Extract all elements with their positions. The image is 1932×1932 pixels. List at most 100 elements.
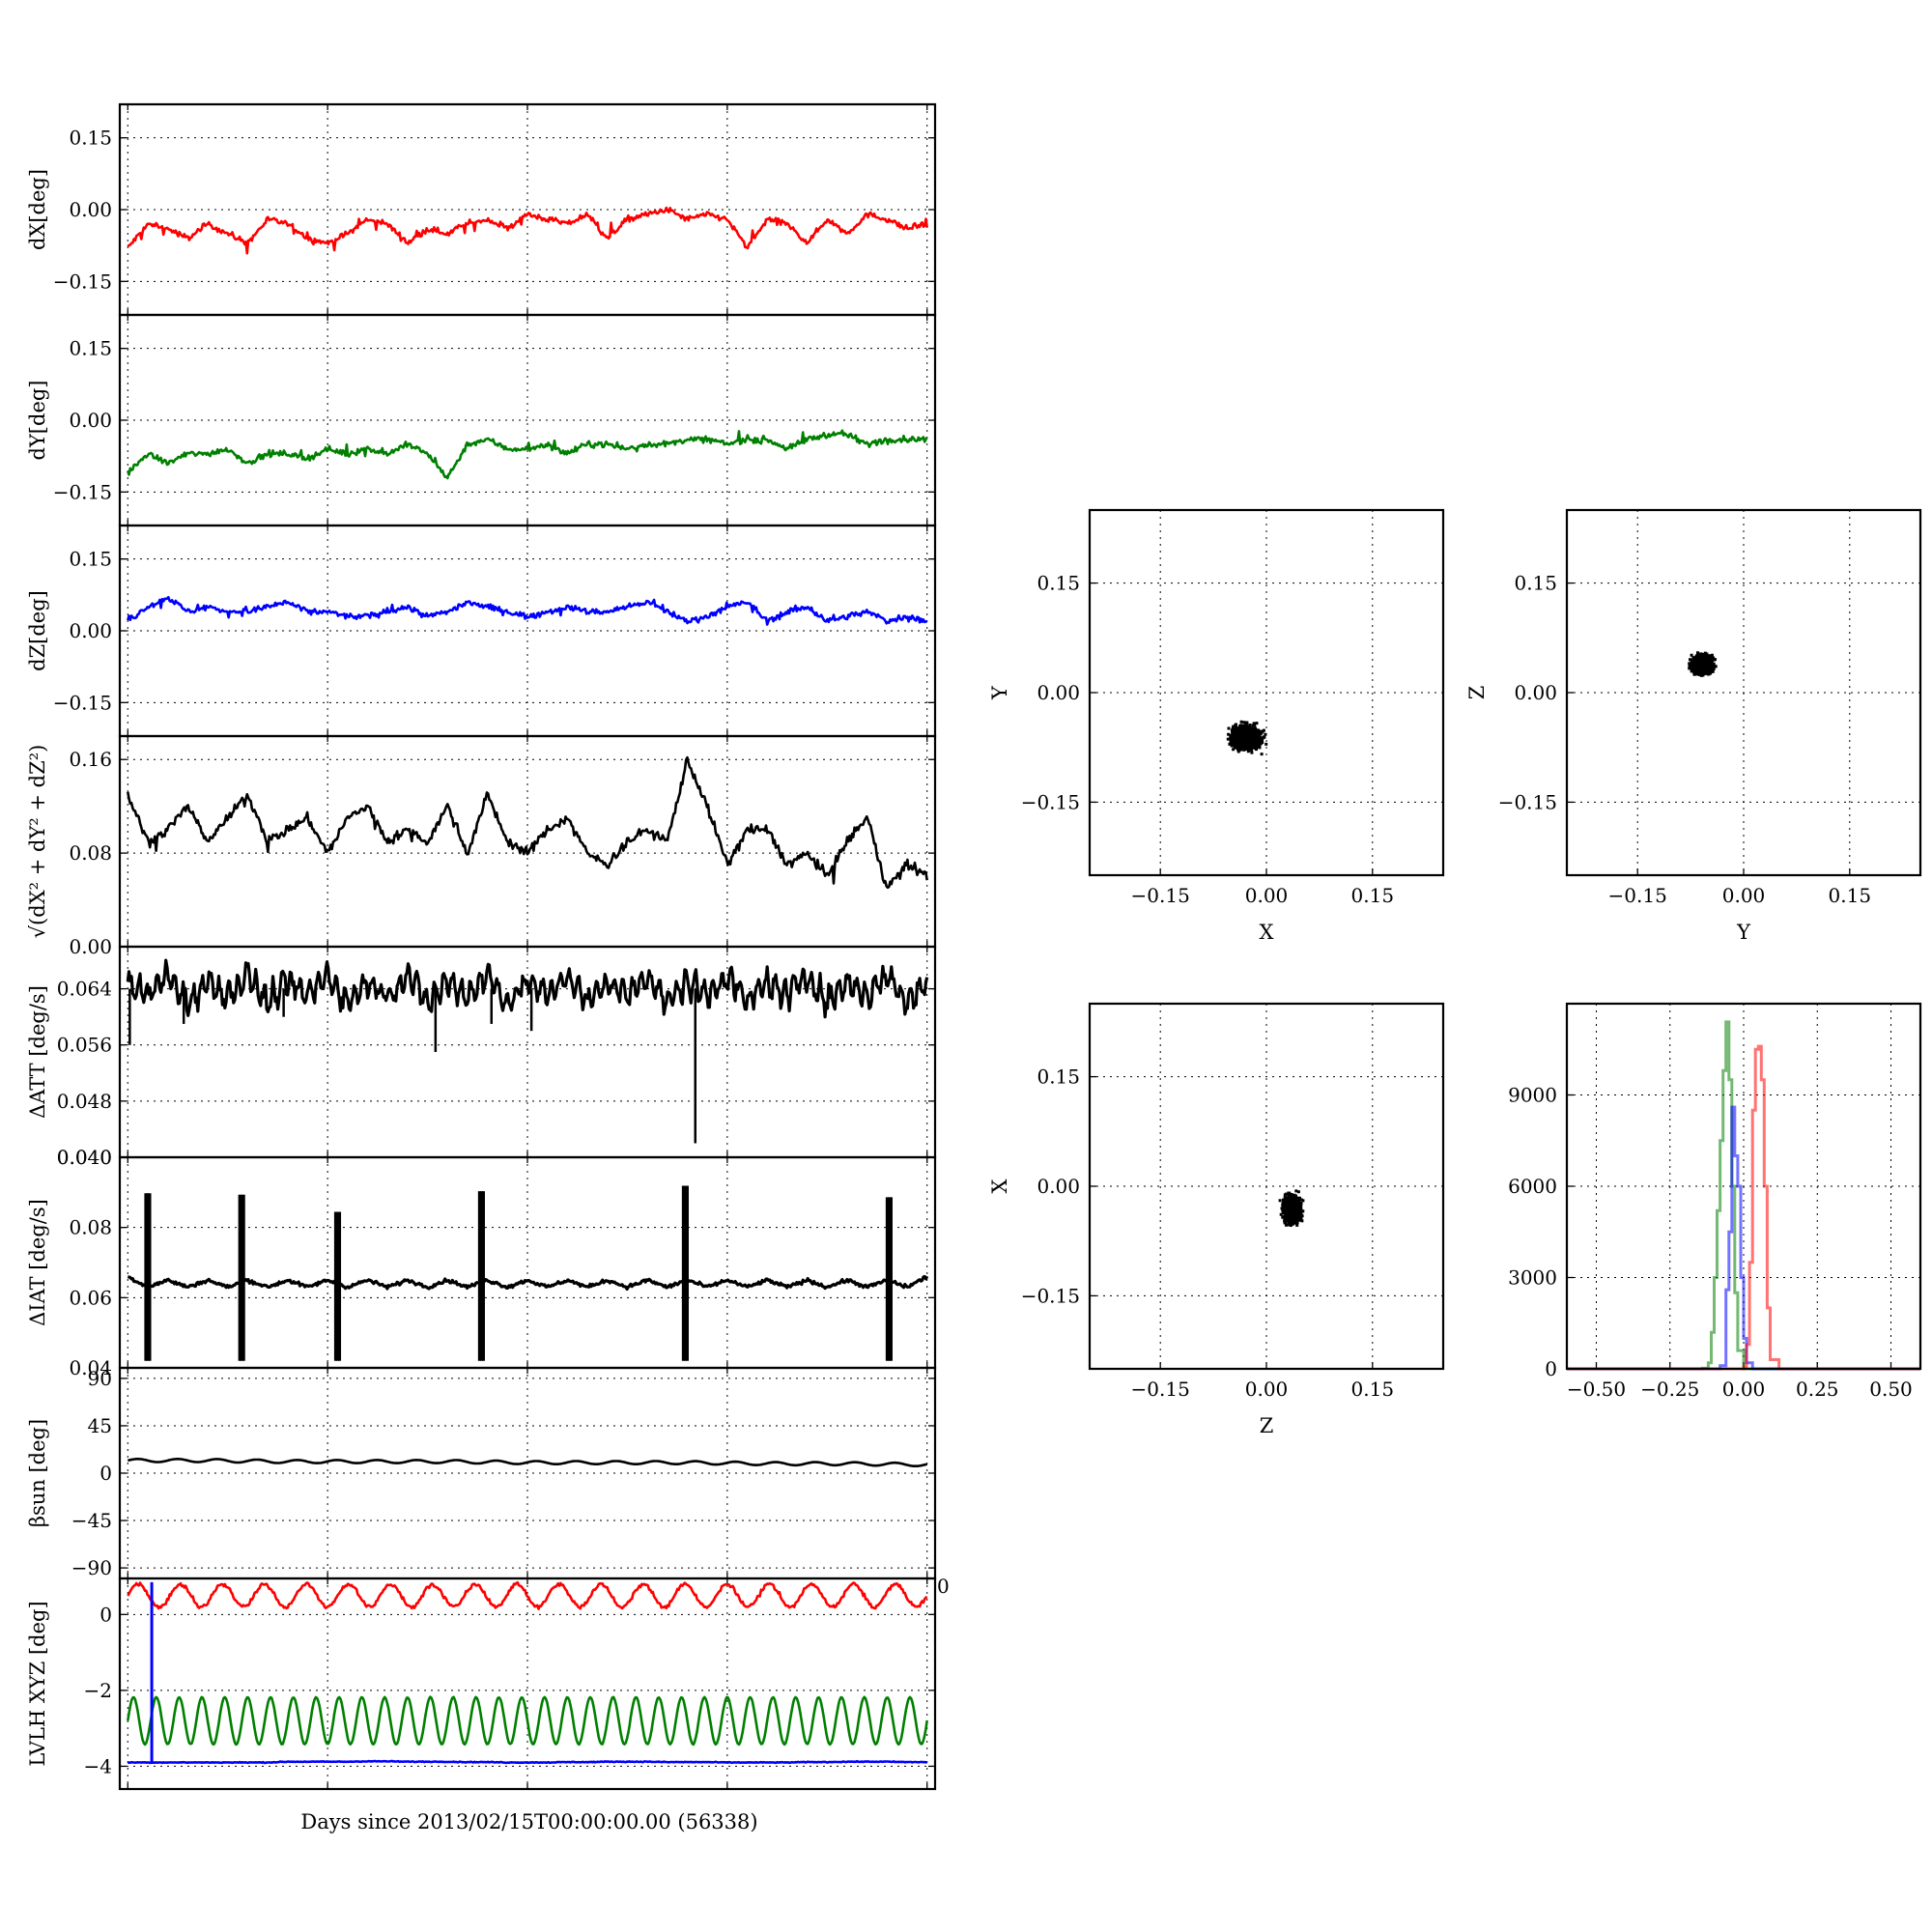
y-axis-label-datt: ΔATT [deg/s] [26,985,49,1119]
y-tick-label-yz: −0.15 [1498,790,1557,813]
y-axis-label-lvlh: LVLH XYZ [deg] [26,1601,49,1766]
y-tick-label-beta: −45 [71,1509,112,1532]
x-tick-label-zx: 0.15 [1351,1378,1395,1401]
y-tick-label-xy: −0.15 [1021,790,1080,813]
series-line-lvlh [127,1695,928,1747]
panel-zx: −0.15 −0.15 0.00 0.00 0.15 0.15 Z X [988,1002,1445,1437]
x-tick-label-hist: 0.00 [1722,1378,1766,1401]
y-tick-label-dy: 0.15 [69,337,112,360]
y-tick-label-zx: −0.15 [1021,1284,1080,1307]
x-tick-label-zx: 0.00 [1245,1378,1289,1401]
x-axis-label-zx: Z [1260,1414,1274,1437]
scatter-points-yz [1688,651,1718,677]
y-tick-label-beta: 0 [99,1462,112,1485]
panel-xy: −0.15 −0.15 0.00 0.00 0.15 0.15 X Y [988,508,1445,944]
y-tick-label-diat: 0.04 [69,1356,112,1379]
series-line-diat [127,1274,929,1292]
panel-frame-lvlh [118,1577,937,1791]
scatter-points-zx [1278,1189,1305,1227]
y-tick-label-datt: 0.056 [57,1034,112,1057]
y-axis-label-diat: ΔIAT [deg/s] [26,1199,49,1326]
y-tick-label-dy: −0.15 [53,480,112,503]
y-tick-label-dz: −0.15 [53,691,112,714]
x-tick-label-xy: 0.00 [1245,884,1289,907]
x-tick-label-yz: 0.15 [1829,884,1872,907]
y-tick-label-xy: 0.15 [1037,572,1080,595]
y-tick-label-lvlh: −2 [84,1679,112,1702]
x-tick-label-hist: −0.25 [1640,1378,1699,1401]
x-tick-label-yz: −0.15 [1608,884,1667,907]
chart-layer: −0.150.000.15dX[deg]−0.150.000.15dY[deg]… [26,102,1922,1791]
panel-frame-yz [1565,508,1922,877]
y-axis-label-beta: βsun [deg] [26,1419,49,1527]
panel-yz: −0.15 −0.15 0.00 0.00 0.15 0.15 Y Z [1465,508,1922,944]
y-tick-label-norm: 0.16 [69,748,112,771]
y-tick-label-zx: 0.00 [1037,1175,1080,1198]
y-tick-label-dz: 0.15 [69,548,112,571]
panel-frame-hist [1565,1002,1922,1371]
x-axis-label: Days since 2013/02/15T00:00:00.00 (56338… [300,1810,757,1833]
series-line-datt [126,958,929,1019]
series-line-beta [127,1458,928,1467]
lvlh-right-tick-label: 0 [937,1575,950,1598]
series-line-dz [127,595,928,626]
y-tick-label-dy: 0.00 [69,409,112,432]
y-tick-label-lvlh: −4 [84,1754,112,1777]
y-tick-label-dz: 0.00 [69,619,112,642]
x-tick-label-xy: −0.15 [1131,884,1190,907]
y-tick-label-zx: 0.15 [1037,1065,1080,1089]
y-tick-label-hist: 9000 [1508,1084,1557,1107]
y-tick-label-beta: 90 [88,1367,112,1390]
y-tick-label-hist: 0 [1545,1357,1557,1380]
y-tick-label-norm: 0.00 [69,935,112,958]
y-tick-label-beta: 45 [88,1414,112,1437]
y-axis-label-norm: √(dX² + dY² + dZ²) [26,745,49,939]
y-axis-label-xy: Y [988,685,1011,700]
y-tick-label-datt: 0.048 [57,1090,112,1113]
y-tick-label-hist: 3000 [1508,1266,1557,1290]
panel-frame-zx [1088,1002,1445,1371]
y-tick-label-diat: 0.08 [69,1216,112,1239]
hist-series-line [1567,1020,1920,1371]
y-tick-label-yz: 0.15 [1514,572,1557,595]
hist-series-line [1567,1044,1920,1371]
series-line-dy [127,429,928,480]
y-tick-label-datt: 0.040 [57,1146,112,1169]
y-tick-label-dx: 0.15 [69,127,112,150]
y-tick-label-hist: 6000 [1508,1175,1557,1198]
y-tick-label-norm: 0.08 [69,841,112,865]
series-line-lvlh [128,1759,928,1765]
x-tick-label-zx: −0.15 [1131,1378,1190,1401]
panel-frame-xy [1088,508,1445,877]
panel-beta: −90 −45 0 45 90 βsun [deg] [26,1366,937,1580]
panel-dz: −0.15 0.00 0.15 dZ[deg] [26,524,937,738]
series-line-norm [127,755,928,890]
x-tick-label-hist: 0.25 [1796,1378,1839,1401]
x-axis-label-xy: X [1260,921,1274,944]
y-axis-label-dz: dZ[deg] [26,590,49,671]
series-line-lvlh [127,1580,928,1610]
x-tick-label-hist: 0.50 [1869,1378,1913,1401]
panel-hist: −0.50 −0.25 0.00 0.25 0.50 0 3000 6000 9000 [1508,1002,1922,1401]
series-line-dx [127,206,928,255]
y-axis-label-dx: dX[deg] [26,169,49,250]
x-axis-label-yz: Y [1736,921,1751,944]
x-tick-label-hist: −0.50 [1567,1378,1626,1401]
y-axis-label-yz: Z [1465,686,1489,700]
y-tick-label-beta: −90 [71,1556,112,1579]
x-tick-label-xy: 0.15 [1351,884,1395,907]
x-tick-label-yz: 0.00 [1722,884,1766,907]
y-tick-label-dx: −0.15 [53,270,112,293]
y-tick-label-datt: 0.064 [57,978,112,1001]
panel-dx: −0.15 0.00 0.15 dX[deg] [26,102,937,317]
scatter-points-xy [1226,720,1268,756]
y-tick-label-xy: 0.00 [1037,681,1080,704]
y-tick-label-diat: 0.06 [69,1286,112,1309]
y-axis-label-zx: X [988,1179,1011,1193]
overlap-tick-label: 0.040 [57,1146,112,1169]
panel-lvlh: −4 −2 0 0 LVLH XYZ [deg] [26,1575,950,1791]
y-tick-label-dx: 0.00 [69,198,112,221]
y-tick-label-yz: 0.00 [1514,681,1557,704]
